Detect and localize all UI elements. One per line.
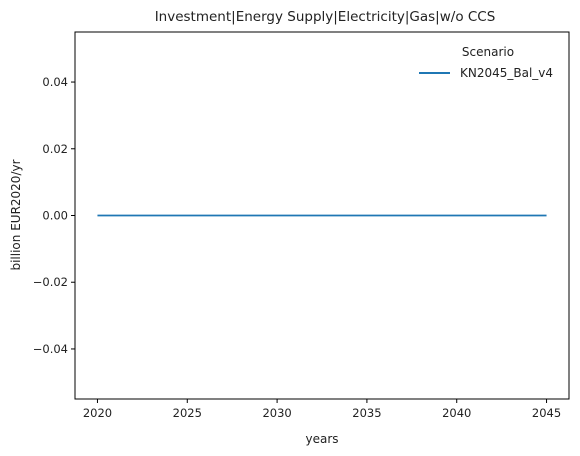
- chart-title: Investment|Energy Supply|Electricity|Gas…: [155, 9, 496, 25]
- x-axis-ticks: 2020 2025 2030 2035 2040 2045: [83, 399, 561, 420]
- y-tick-label: 0.04: [42, 75, 68, 89]
- y-tick-label: 0.00: [42, 209, 68, 223]
- x-tick-label: 2045: [532, 406, 561, 420]
- y-tick-label: −0.02: [33, 275, 68, 289]
- legend: Scenario KN2045_Bal_v4: [419, 45, 553, 80]
- x-tick-label: 2030: [262, 406, 291, 420]
- y-axis-label: billion EUR2020/yr: [9, 159, 23, 270]
- x-tick-label: 2025: [173, 406, 202, 420]
- y-tick-label: 0.02: [42, 142, 68, 156]
- legend-title: Scenario: [462, 45, 514, 59]
- x-tick-label: 2040: [442, 406, 471, 420]
- x-tick-label: 2020: [83, 406, 112, 420]
- legend-label-KN2045_Bal_v4: KN2045_Bal_v4: [460, 66, 553, 80]
- plot-area: 2020 2025 2030 2035 2040 2045 −0.04 −0.02 0.00 0…: [33, 31, 570, 420]
- y-axis-ticks: −0.04 −0.02 0.00 0.02 0.04: [33, 75, 75, 356]
- x-tick-label: 2035: [352, 406, 381, 420]
- x-axis-label: years: [305, 432, 338, 446]
- y-tick-label: −0.04: [33, 342, 68, 356]
